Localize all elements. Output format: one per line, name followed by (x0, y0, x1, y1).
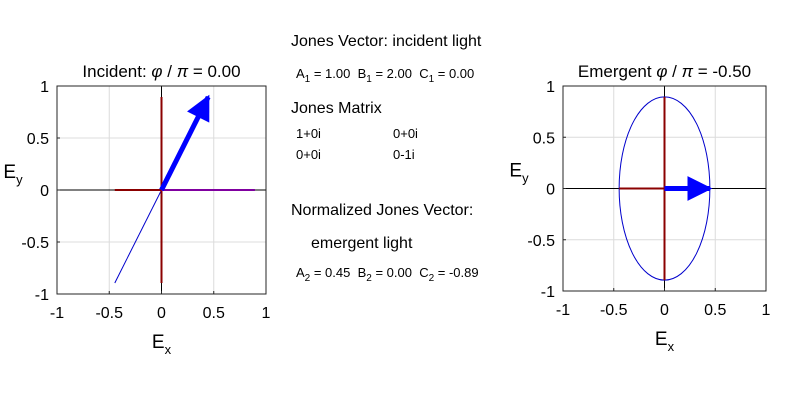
matrix-cell-12: 0+0i (393, 126, 418, 141)
incident-x-tick-label: -1 (50, 305, 64, 322)
incident-x-tick-label: 0.5 (203, 305, 225, 322)
normalized-vector-heading: Normalized Jones Vector: (291, 202, 473, 220)
incident-c-value: C1 = 0.00 (419, 66, 474, 81)
emergent-title-prefix: Emergent (578, 62, 652, 81)
matrix-cell-21: 0+0i (296, 147, 321, 162)
incident-y-axis-label: Ey (3, 162, 23, 187)
emergent-title-pi: π (682, 62, 694, 81)
incident-y-tick-label: 0.5 (27, 131, 49, 148)
emergent-title-sep: / (667, 62, 681, 81)
emergent-y-tick-label: -1 (541, 284, 555, 301)
emergent-y-tick-label: 0.5 (533, 130, 555, 147)
emergent-plot-title: Emergent φ / π = -0.50 (578, 62, 751, 81)
incident-title-prefix: Incident: (82, 62, 146, 81)
incident-x-axis-label: Ex (152, 332, 172, 357)
emergent-x-tick-label: -1 (556, 302, 570, 319)
incident-title-pi: π (177, 62, 189, 81)
emergent-y-tick-label: 0 (546, 182, 555, 199)
incident-ticks: -1 -0.5 0 0.5 1 1 0.5 0 -0.5 -1 (21, 79, 270, 322)
emergent-title-value: = -0.50 (698, 62, 751, 81)
incident-vector-heading: Jones Vector: incident light (291, 33, 481, 51)
incident-plot-title: Incident: φ / π = 0.00 (82, 62, 240, 81)
matrix-cell-11: 1+0i (296, 126, 321, 141)
emergent-vector-values: A2 = 0.45 B2 = 0.00 C2 = -0.89 (296, 265, 479, 280)
emergent-b-value: B2 = 0.00 (358, 265, 412, 280)
emergent-x-tick-label: 0 (660, 302, 669, 319)
incident-y-tick-label: 1 (40, 79, 49, 96)
incident-a-value: A1 = 1.00 (296, 66, 350, 81)
jones-matrix-heading: Jones Matrix (291, 100, 382, 118)
matrix-cell-22: 0-1i (393, 147, 415, 162)
incident-x-tick-label: 0 (157, 305, 166, 322)
emergent-y-tick-label: 1 (546, 79, 555, 96)
incident-b-value: B1 = 2.00 (358, 66, 412, 81)
incident-title-value: = 0.00 (193, 62, 241, 81)
emergent-ticks: -1 -0.5 0 0.5 1 1 0.5 0 -0.5 -1 (527, 79, 770, 319)
emergent-series (619, 97, 710, 280)
emergent-plot: -1 -0.5 0 0.5 1 1 0.5 0 -0.5 -1 Emergent φ / π = … (509, 62, 770, 354)
incident-series (115, 97, 255, 283)
emergent-a-value: A2 = 0.45 (296, 265, 350, 280)
incident-plot: -1 -0.5 0 0.5 1 1 0.5 0 -0.5 -1 Incident: φ / π =… (3, 62, 270, 357)
emergent-y-tick-label: -0.5 (527, 233, 555, 250)
emergent-y-axis-label: Ey (509, 161, 529, 186)
incident-y-tick-label: 0 (40, 183, 49, 200)
incident-x-tick-label: 1 (262, 305, 271, 322)
incident-vector-values: A1 = 1.00 B1 = 2.00 C1 = 0.00 (296, 66, 474, 81)
incident-title-sep: / (163, 62, 177, 81)
emergent-light-label: emergent light (311, 235, 412, 253)
incident-y-tick-label: -0.5 (21, 235, 49, 252)
incident-title-phi: φ (151, 62, 162, 81)
incident-field-arrow (162, 97, 209, 190)
emergent-x-tick-label: -0.5 (600, 302, 628, 319)
emergent-c-value: C2 = -0.89 (419, 265, 478, 280)
emergent-title-phi: φ (656, 62, 667, 81)
incident-y-tick-label: -1 (35, 287, 49, 304)
emergent-x-axis-label: Ex (655, 329, 675, 354)
emergent-x-tick-label: 0.5 (704, 302, 726, 319)
emergent-x-tick-label: 1 (762, 302, 771, 319)
incident-x-tick-label: -0.5 (95, 305, 123, 322)
